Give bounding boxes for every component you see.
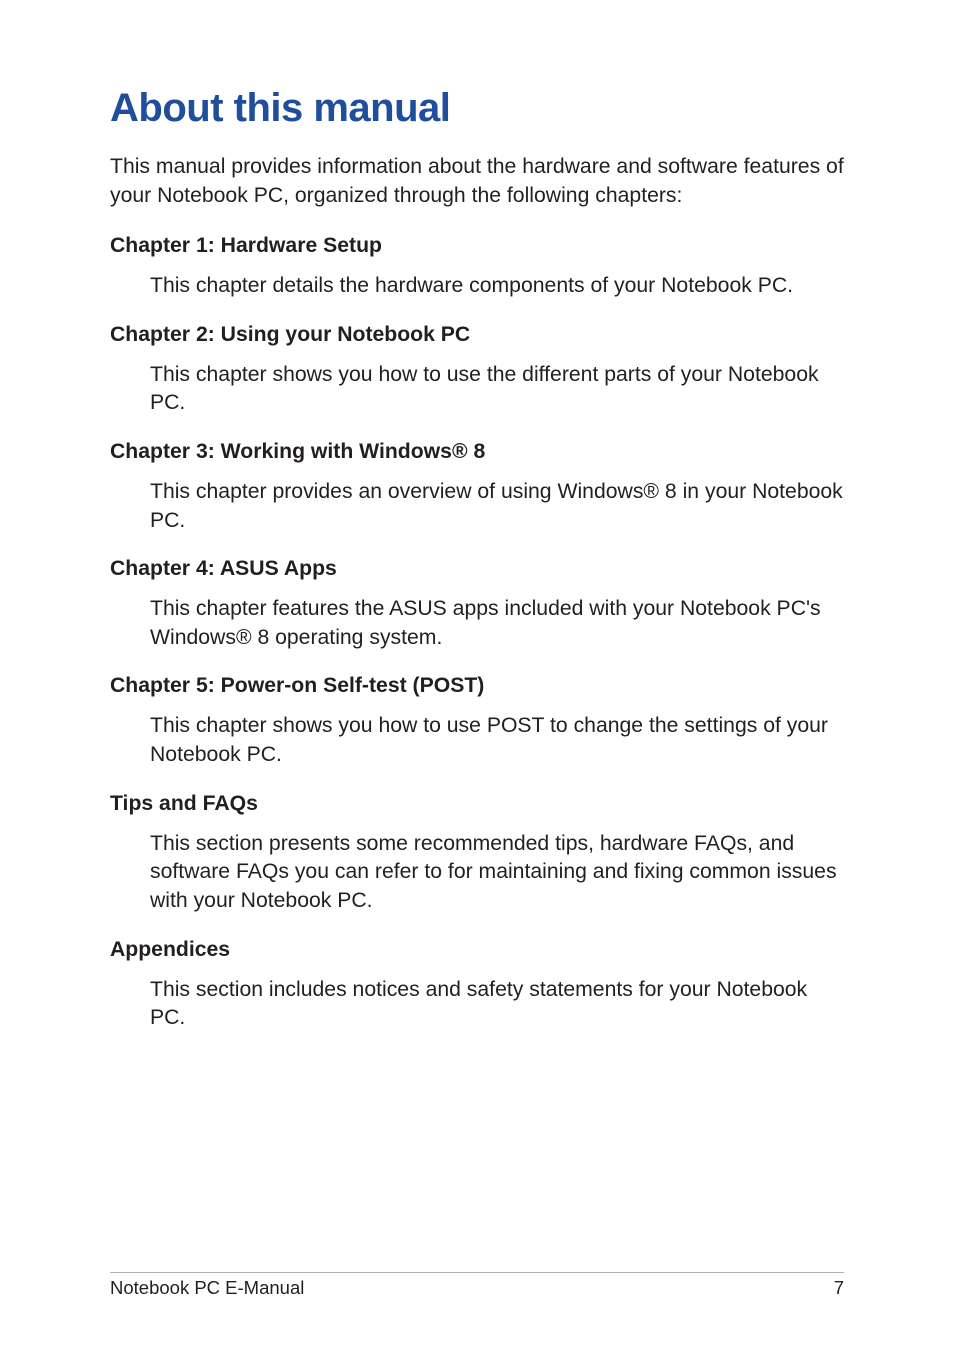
chapter-title: Tips and FAQs	[110, 792, 844, 816]
chapter-block: Chapter 1: Hardware Setup This chapter d…	[110, 234, 844, 301]
page-footer: Notebook PC E-Manual 7	[110, 1272, 844, 1299]
chapter-desc: This chapter details the hardware compon…	[150, 272, 844, 301]
page-number: 7	[834, 1277, 844, 1299]
chapter-title: Chapter 2: Using your Notebook PC	[110, 323, 844, 347]
chapter-title: Chapter 5: Power-on Self-test (POST)	[110, 674, 844, 698]
chapter-block: Tips and FAQs This section presents some…	[110, 792, 844, 916]
page-title: About this manual	[110, 86, 844, 131]
footer-left-text: Notebook PC E-Manual	[110, 1277, 304, 1299]
chapter-desc: This chapter provides an overview of usi…	[150, 478, 844, 535]
chapter-desc: This section includes notices and safety…	[150, 976, 844, 1033]
chapter-desc: This chapter features the ASUS apps incl…	[150, 595, 844, 652]
chapter-title: Chapter 1: Hardware Setup	[110, 234, 844, 258]
chapter-title: Chapter 4: ASUS Apps	[110, 557, 844, 581]
chapter-block: Chapter 2: Using your Notebook PC This c…	[110, 323, 844, 418]
chapter-block: Chapter 5: Power-on Self-test (POST) Thi…	[110, 674, 844, 769]
chapter-desc: This chapter shows you how to use POST t…	[150, 712, 844, 769]
chapter-desc: This chapter shows you how to use the di…	[150, 361, 844, 418]
intro-paragraph: This manual provides information about t…	[110, 153, 844, 210]
chapter-title: Appendices	[110, 938, 844, 962]
chapter-block: Chapter 4: ASUS Apps This chapter featur…	[110, 557, 844, 652]
chapter-desc: This section presents some recommended t…	[150, 830, 844, 916]
chapter-block: Chapter 3: Working with Windows® 8 This …	[110, 440, 844, 535]
page-content: About this manual This manual provides i…	[0, 0, 954, 1033]
chapter-block: Appendices This section includes notices…	[110, 938, 844, 1033]
chapter-title: Chapter 3: Working with Windows® 8	[110, 440, 844, 464]
